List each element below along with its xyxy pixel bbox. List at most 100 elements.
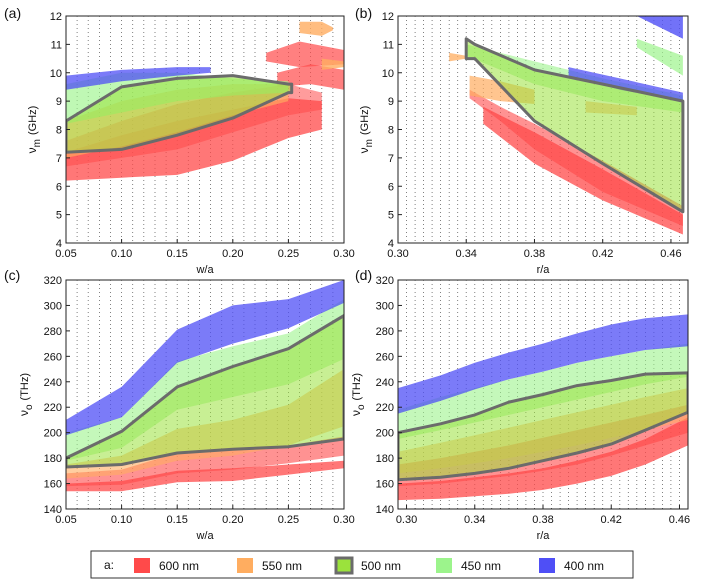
y-axis-subscript: m (32, 139, 43, 147)
band-400nm-4 (66, 280, 344, 436)
legend-label-500nm: 500 nm (361, 559, 401, 573)
panel-c: 0.05 0.10 0.15 0.20 0.25 0.30 140 160 180 200 220 2… (4, 267, 355, 542)
band-550nm-6 (321, 58, 344, 70)
y-tick-label: 220 (44, 402, 62, 414)
y-tick-label: 320 (44, 275, 62, 287)
x-tick-label: 0.38 (524, 248, 545, 260)
bands (66, 280, 344, 492)
y-tick-label: 180 (44, 453, 62, 465)
y-axis-symbol: ν (25, 147, 39, 153)
legend-swatch-400nm (539, 558, 555, 573)
y-tick-label: 300 (376, 300, 394, 312)
x-tick-label: 0.25 (278, 514, 299, 526)
y-tick-label: 10 (382, 68, 394, 80)
y-axis-symbol: ν (357, 147, 371, 153)
x-tick-label: 0.42 (601, 514, 622, 526)
x-tick-label: 0.30 (333, 248, 354, 260)
y-tick-label: 160 (376, 479, 394, 491)
panel-label: (b) (355, 5, 372, 21)
y-tick-label: 220 (376, 402, 394, 414)
outline-500nm (66, 74, 294, 154)
y-axis-symbol: ν (349, 410, 363, 416)
band-600nm-1 (469, 89, 683, 226)
panel-label: (a) (4, 5, 21, 21)
y-tick-label: 140 (44, 504, 62, 516)
x-tick-label: 0.34 (464, 514, 485, 526)
y-tick-label: 8 (56, 125, 62, 137)
x-tick-label: 0.25 (278, 248, 299, 260)
panel-d: 0.30 0.34 0.38 0.42 0.46 140 160 180 200 220 240 26… (349, 267, 690, 542)
legend-swatch-450nm (436, 558, 452, 573)
y-tick-label: 200 (44, 428, 62, 440)
y-tick-label: 240 (44, 377, 62, 389)
band-600nm-3 (277, 64, 344, 90)
y-tick-label: 280 (44, 326, 62, 338)
legend-swatch-500nm (334, 556, 354, 575)
x-tick-label: 0.30 (333, 514, 354, 526)
panel-b: 0.30 0.34 0.38 0.42 0.46 4 5 6 7 8 9 10 11 12 r/a νm (GH… (355, 5, 689, 276)
band-600nm-0 (66, 460, 344, 492)
x-tick-label: 0.20 (222, 514, 243, 526)
y-axis-unit: (GHz) (359, 106, 371, 135)
y-tick-label: 7 (388, 153, 394, 165)
outline-500nm (66, 314, 344, 469)
y-tick-label: 5 (56, 210, 62, 222)
x-tick-label: 0.30 (396, 514, 417, 526)
legend-swatch-600nm (134, 558, 150, 573)
legend-label-550nm: 550 nm (262, 559, 302, 573)
y-axis-label: νo (THz) (17, 373, 35, 416)
y-tick-label: 4 (56, 238, 62, 250)
y-tick-label: 240 (376, 377, 394, 389)
x-tick-label: 0.10 (111, 514, 132, 526)
legend-label-600nm: 600 nm (159, 559, 199, 573)
y-tick-label: 4 (388, 238, 394, 250)
y-tick-label: 12 (50, 11, 62, 23)
band-450nm-6 (636, 38, 683, 76)
panel-label: (c) (4, 267, 20, 283)
x-tick-label: 0.15 (166, 514, 187, 526)
y-tick-label: 200 (376, 428, 394, 440)
y-tick-label: 12 (382, 11, 394, 23)
y-axis-unit: (THz) (19, 373, 31, 401)
legend-swatch-550nm (237, 558, 253, 573)
y-tick-label: 260 (44, 351, 62, 363)
x-tick-label: 0.20 (222, 248, 243, 260)
legend-label-400nm: 400 nm (564, 559, 604, 573)
band-550nm-5 (299, 21, 333, 36)
x-tick-label: 0.42 (592, 248, 613, 260)
x-tick-label: 0.10 (111, 248, 132, 260)
legend-prefix: a: (104, 558, 114, 572)
x-axis-label: w/a (195, 264, 214, 276)
y-tick-label: 9 (56, 96, 62, 108)
x-tick-label: 0.15 (166, 248, 187, 260)
legend: a: 600 nm 550 nm 500 nm 450 nm 400 nm (90, 550, 634, 579)
x-axis-label: w/a (195, 530, 214, 542)
panel-a: 0.05 0.10 0.15 0.20 0.25 0.30 4 5 6 7 8 9 10 11 12 w/a ν… (4, 5, 355, 276)
y-axis-label: νm (GHz) (357, 106, 375, 154)
x-axis-label: r/a (537, 264, 551, 276)
y-tick-label: 320 (376, 275, 394, 287)
y-axis-label: νm (GHz) (25, 106, 43, 154)
y-axis-subscript: m (364, 139, 375, 147)
band-400nm-8 (66, 67, 211, 90)
y-tick-label: 160 (44, 479, 62, 491)
legend-label-450nm: 450 nm (461, 559, 501, 573)
bands (398, 314, 688, 501)
y-axis-symbol: ν (17, 410, 31, 416)
y-tick-label: 180 (376, 453, 394, 465)
y-axis-unit: (GHz) (27, 106, 39, 135)
y-tick-label: 10 (50, 68, 62, 80)
x-axis-label: r/a (537, 530, 551, 542)
x-tick-label: 0.30 (387, 248, 408, 260)
x-tick-label: 0.38 (532, 514, 553, 526)
y-tick-label: 6 (388, 181, 394, 193)
outline-500nm (398, 371, 688, 482)
y-tick-label: 300 (44, 300, 62, 312)
y-tick-label: 11 (383, 39, 394, 51)
band-400nm-7 (568, 67, 683, 102)
y-tick-label: 6 (56, 181, 62, 193)
x-tick-label: 0.05 (55, 248, 76, 260)
y-tick-label: 11 (51, 39, 62, 51)
band-400nm-4 (398, 314, 688, 414)
